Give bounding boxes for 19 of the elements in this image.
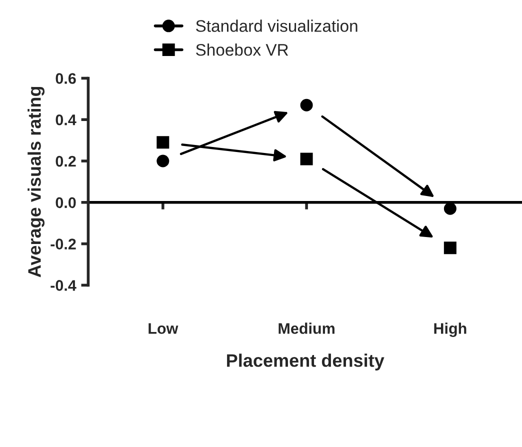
x-tick-label: Medium bbox=[278, 322, 334, 334]
point bbox=[156, 136, 170, 149]
point bbox=[444, 202, 456, 215]
point bbox=[444, 242, 456, 254]
point bbox=[300, 98, 313, 112]
point bbox=[300, 152, 313, 166]
y-tick-label: -0.2 bbox=[50, 238, 76, 250]
y-tick-label: -0.4 bbox=[50, 280, 76, 291]
y-tick-label: 0.0 bbox=[56, 197, 76, 208]
point bbox=[156, 154, 170, 168]
legend-label: Shoebox VR bbox=[196, 44, 288, 56]
y-tick-label: 0.4 bbox=[56, 114, 76, 126]
x-tick-label: High bbox=[434, 322, 466, 337]
x-tick-label: Low bbox=[148, 323, 178, 334]
y-axis-title: Average visuals rating bbox=[28, 86, 45, 278]
x-axis-title: Placement density bbox=[227, 354, 384, 370]
y-tick-label: 0.6 bbox=[56, 73, 76, 84]
y-tick-label: 0.2 bbox=[56, 156, 76, 167]
legend-label: Standard visualization bbox=[196, 20, 358, 32]
